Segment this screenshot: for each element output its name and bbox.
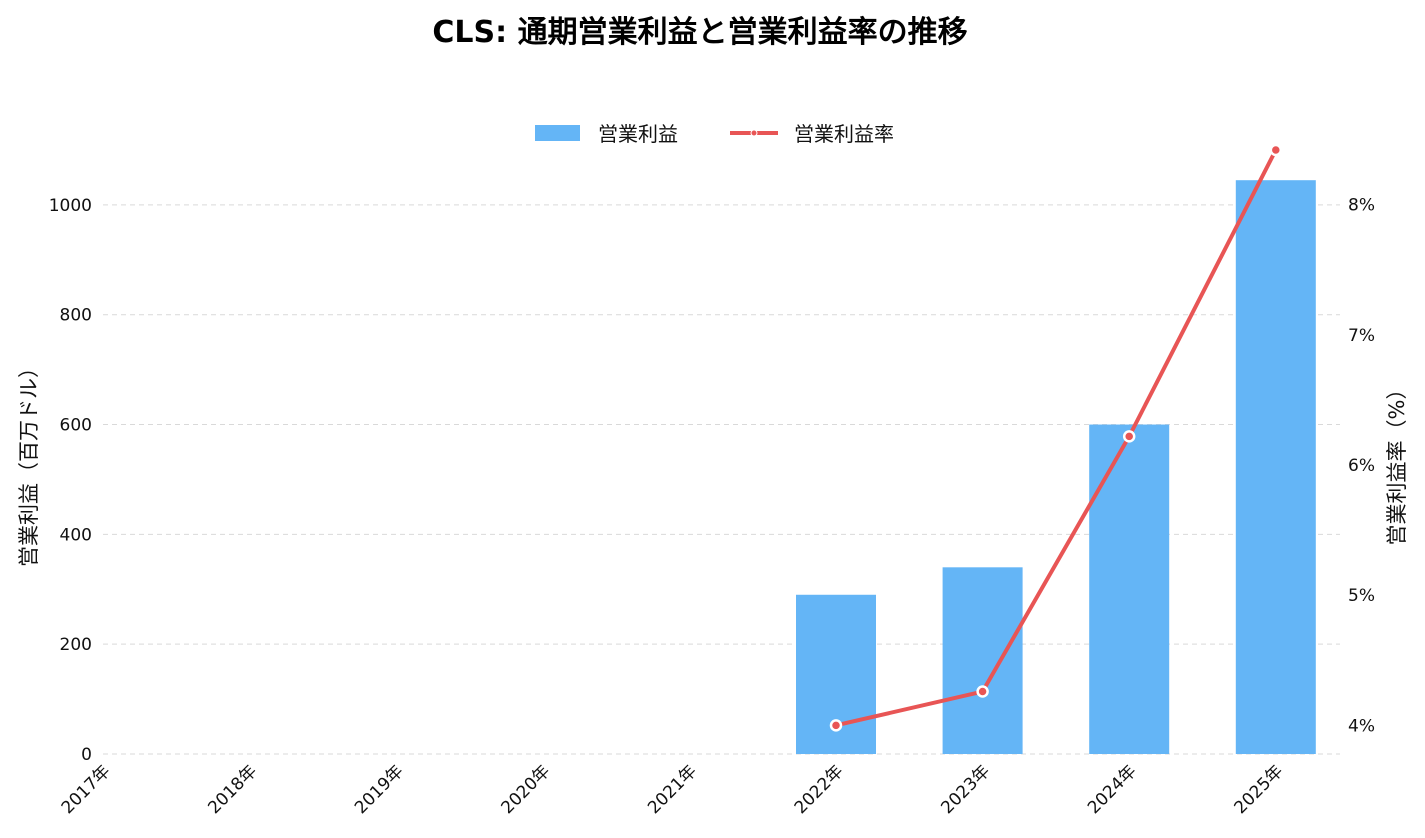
margin-line-path xyxy=(835,149,1278,728)
x-tick-label: 2025年 xyxy=(1231,761,1288,818)
legend-label-operating-margin: 営業利益率 xyxy=(794,122,894,146)
y-tick-label: 600 xyxy=(60,416,92,436)
x-axis-ticks: 2017年 2018年 2019年 2020年 2021年 2022年 2023年 2024年… xyxy=(58,761,1288,818)
bars xyxy=(796,180,1316,754)
legend-label-operating-profit: 営業利益 xyxy=(598,122,678,146)
left-axis-ticks: 0 200 400 600 800 1000 xyxy=(49,196,92,765)
y-tick-label: 400 xyxy=(60,525,92,545)
y2-tick-label: 8% xyxy=(1348,196,1375,216)
y2-axis-label: 営業利益率（%） xyxy=(1385,379,1409,546)
x-tick-label: 2017年 xyxy=(58,761,115,818)
y2-tick-label: 6% xyxy=(1348,456,1375,476)
y2-tick-label: 5% xyxy=(1348,586,1375,606)
y-tick-label: 1000 xyxy=(49,196,92,216)
margin-point xyxy=(1269,143,1283,157)
x-tick-label: 2021年 xyxy=(644,761,701,818)
x-tick-label: 2018年 xyxy=(204,761,261,818)
margin-point xyxy=(829,719,843,732)
y-tick-label: 200 xyxy=(60,635,92,655)
margin-point xyxy=(976,685,989,698)
x-tick-label: 2023年 xyxy=(937,761,994,818)
x-tick-label: 2024年 xyxy=(1084,761,1141,818)
chart-title: CLS: 通期営業利益と営業利益率の推移 xyxy=(432,15,967,50)
margin-line xyxy=(829,143,1283,732)
margin-point xyxy=(1122,430,1136,443)
y-axis-label: 営業利益（百万ドル） xyxy=(17,357,41,567)
legend-swatch-operating-profit xyxy=(535,125,580,141)
right-axis-ticks: 4% 5% 6% 7% 8% xyxy=(1348,196,1375,737)
y-tick-label: 0 xyxy=(81,745,92,765)
bar xyxy=(942,567,1023,754)
x-tick-label: 2022年 xyxy=(791,761,848,818)
bar xyxy=(1235,180,1316,754)
bar xyxy=(1089,424,1170,754)
legend: 営業利益 営業利益率 xyxy=(535,122,894,146)
legend-marker-operating-margin xyxy=(750,129,758,137)
x-tick-label: 2019年 xyxy=(351,761,408,818)
x-tick-label: 2020年 xyxy=(498,761,555,818)
y-tick-label: 800 xyxy=(60,306,92,326)
y2-tick-label: 7% xyxy=(1348,326,1375,346)
y2-tick-label: 4% xyxy=(1348,716,1375,736)
